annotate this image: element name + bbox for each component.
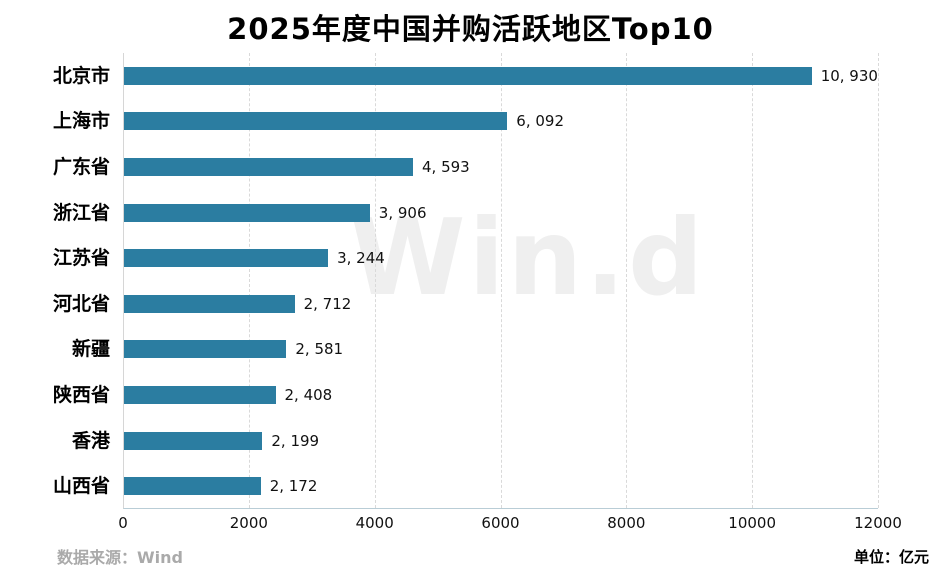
category-label-新疆: 新疆 [71,338,110,361]
x-tick-label-12000: 12000 [854,514,902,532]
gridline-2000 [248,53,250,508]
gridline-4000 [374,53,376,508]
x-tick-label-8000: 8000 [607,514,646,532]
bar-广东省 [124,158,413,176]
value-label-广东省: 4, 593 [422,158,470,176]
bar-江苏省 [124,249,329,268]
category-label-香港: 香港 [71,429,110,452]
value-label-新疆: 2, 581 [295,340,344,359]
data-source-label: 数据来源：Wind [57,548,183,567]
gridline-12000 [878,53,879,508]
category-label-广东省: 广东省 [52,156,110,178]
gridline-6000 [500,53,502,508]
bar-香港 [124,431,263,450]
value-label-香港: 2, 199 [271,431,320,450]
value-label-浙江省: 3, 906 [378,203,427,222]
value-label-河北省: 2, 712 [303,294,352,313]
x-tick-label-4000: 4000 [355,514,394,532]
x-tick-label-0: 0 [118,514,128,532]
category-label-上海市: 上海市 [52,110,110,133]
category-label-河北省: 河北省 [52,292,110,315]
bar-陕西省 [124,386,276,404]
bar-新疆 [124,340,287,359]
value-label-江苏省: 3, 244 [337,249,385,268]
bar-上海市 [124,112,508,131]
value-label-陕西省: 2, 408 [284,386,333,404]
bar-河北省 [124,294,295,313]
category-label-北京市: 北京市 [52,64,110,87]
gridline-8000 [626,53,628,508]
bar-浙江省 [124,203,370,222]
x-tick-label-2000: 2000 [229,514,268,532]
x-tick-label-6000: 6000 [481,514,520,532]
category-label-江苏省: 江苏省 [52,247,110,270]
unit-label: 单位：亿元 [853,548,929,566]
value-label-上海市: 6, 092 [516,112,565,131]
plot-area: Win.d 10, 930 6, 092 4, 593 3, 906 3, 244 2, … [123,53,879,509]
bar-北京市 [124,66,812,85]
value-label-北京市: 10, 930 [820,66,878,85]
value-label-山西省: 2, 172 [269,477,318,496]
x-tick-label-10000: 10000 [728,514,777,532]
bar-山西省 [124,477,261,496]
chart-title: 2025年度中国并购活跃地区Top10 [227,12,714,46]
category-label-山西省: 山西省 [52,475,110,498]
category-label-浙江省: 浙江省 [52,201,110,224]
category-label-陕西省: 陕西省 [52,384,110,406]
gridline-10000 [752,53,754,508]
